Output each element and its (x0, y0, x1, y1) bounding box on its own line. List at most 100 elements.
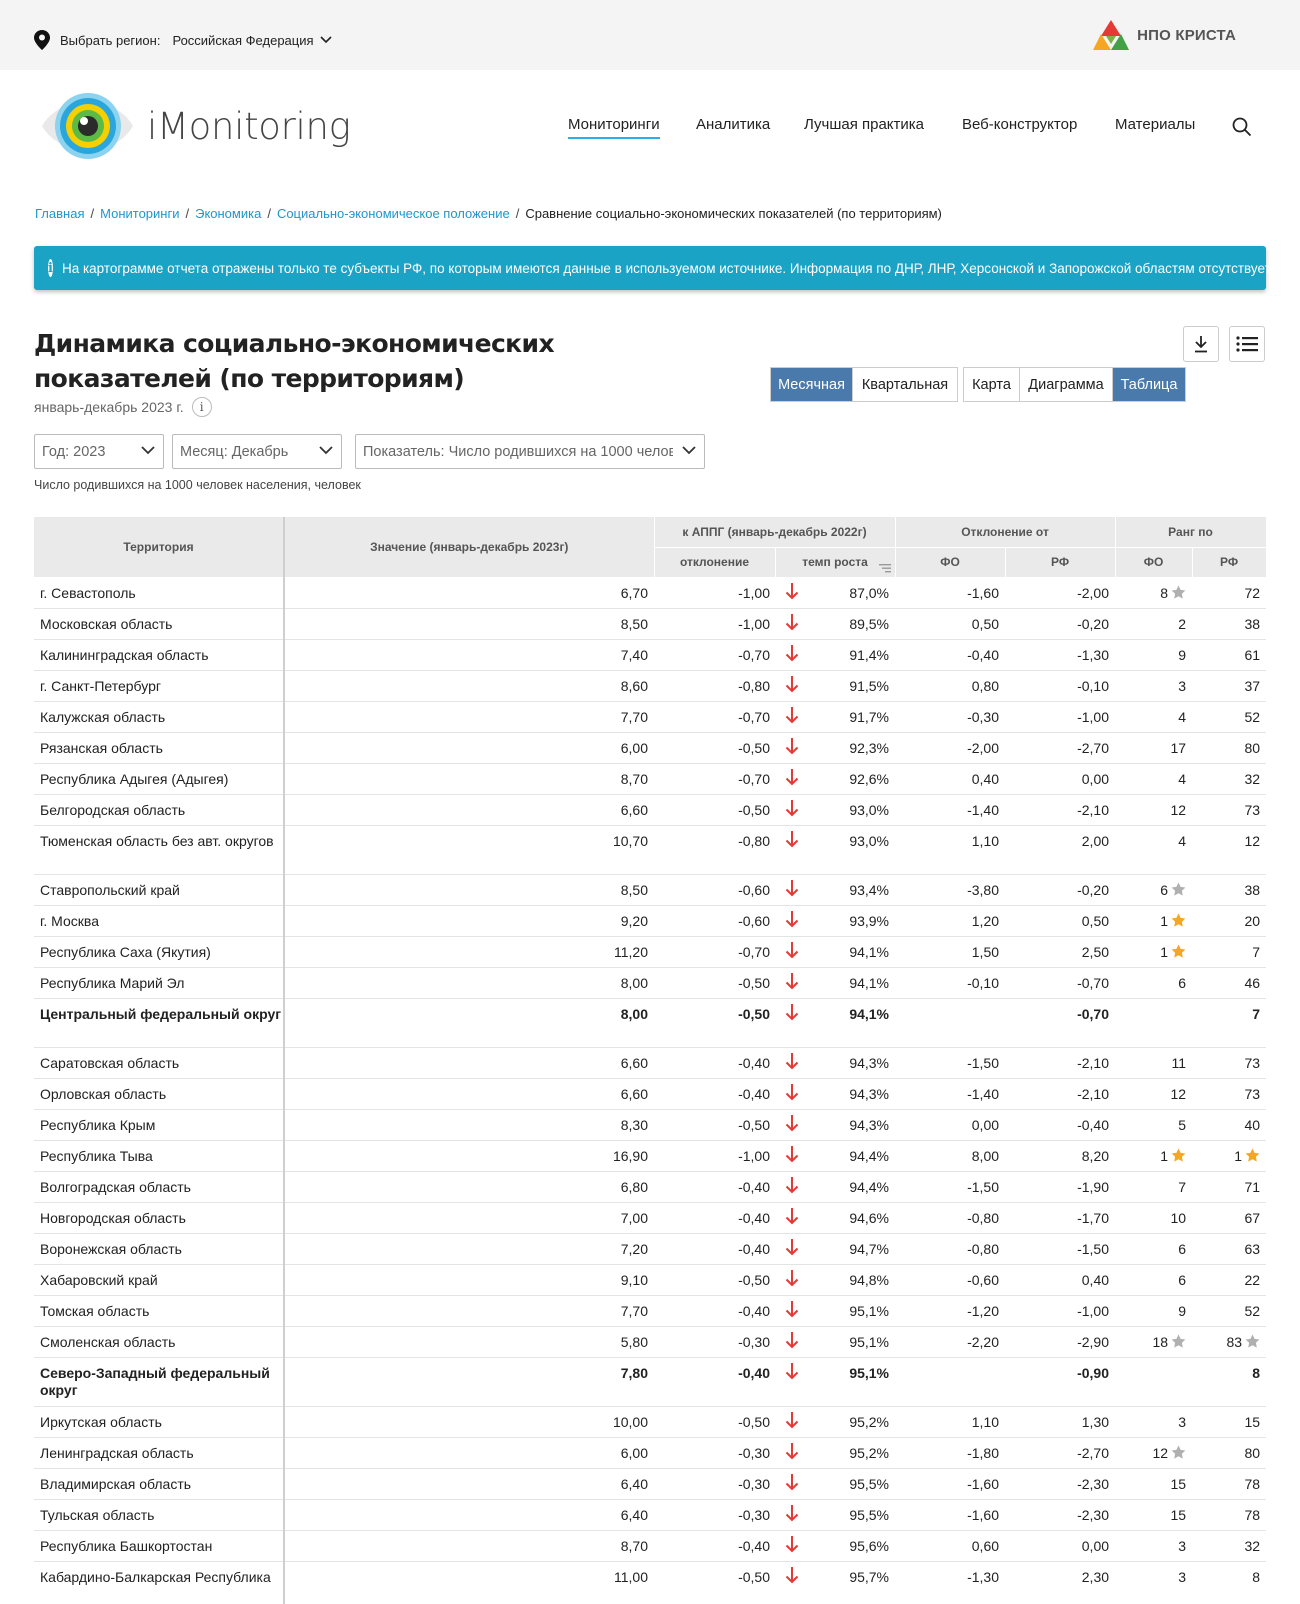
toggle-monthly[interactable]: Месячная (771, 368, 853, 401)
table-row[interactable]: Томская область 7,70 -0,40 95,1% -1,20 -1,00 9… (34, 1295, 1267, 1327)
cell-dev-rf-text: -2,10 (1077, 1054, 1110, 1071)
info-icon[interactable]: i (191, 397, 212, 417)
table-row[interactable]: Иркутская область 10,00 -0,50 95,2% 1,10 1,30… (34, 1406, 1267, 1438)
table-row[interactable]: Волгоградская область 6,80 -0,40 94,4% -1,50… (34, 1171, 1267, 1203)
table-row[interactable]: Саратовская область 6,60 -0,40 94,3% -1,50 -2… (34, 1047, 1267, 1079)
company-logo[interactable]: НПО КРИСТА (1093, 20, 1236, 50)
header-rank: Ранг по (1115, 517, 1267, 548)
cell-appg-rate: 95,6% (775, 1530, 896, 1562)
cell-value-text: 10,70 (612, 832, 648, 849)
download-icon (1195, 336, 1207, 353)
header-dev-rf[interactable]: РФ (1005, 547, 1116, 578)
breadcrumb-economy[interactable]: Экономика (195, 206, 262, 221)
table-row[interactable]: г. Москва 9,20 -0,60 93,9% 1,20 0,50 1 20 (34, 905, 1267, 937)
table-row[interactable]: Смоленская область 5,80 -0,30 95,1% -2,20 -2,… (34, 1326, 1267, 1358)
cell-rank-fo-text: 2 (1178, 615, 1187, 632)
toggle-table[interactable]: Таблица (1113, 368, 1185, 401)
cell-rank-fo-text: 4 (1178, 708, 1187, 725)
header-value[interactable]: Значение (январь-декабрь 2023г) (284, 517, 655, 578)
table-row[interactable]: Республика Башкортостан 8,70 -0,40 95,6% 0,6… (34, 1530, 1267, 1562)
region-selector[interactable]: Выбрать регион: Российская Федерация (34, 30, 332, 50)
nav-item-analytics[interactable]: Аналитика (696, 116, 771, 133)
cell-rank-fo: 12 (1115, 1437, 1193, 1469)
table-row[interactable]: Воронежская область 7,20 -0,40 94,7% -0,80 -1… (34, 1233, 1267, 1265)
table-row[interactable]: Ленинградская область 6,00 -0,30 95,2% -1,80… (34, 1437, 1267, 1469)
cell-appg-deviation-text: -0,40 (738, 1537, 770, 1554)
table-row[interactable]: Тюменская область без авт. округов 10,70 -… (34, 825, 1267, 875)
breadcrumb-monitorings[interactable]: Мониторинги (100, 206, 180, 221)
download-button[interactable] (1183, 326, 1219, 362)
cell-territory-text: Новгородская область (40, 1209, 186, 1226)
cell-appg-rate-text: 94,7% (849, 1240, 890, 1257)
table-row[interactable]: Центральный федеральный округ 8,00 -0,50 94… (34, 998, 1267, 1048)
header-territory[interactable]: Территория (34, 517, 285, 578)
table-row[interactable]: Ставропольский край 8,50 -0,60 93,4% -3,80 -0… (34, 874, 1267, 906)
cell-dev-fo: 0,60 (895, 1530, 1006, 1562)
cell-appg-deviation-text: -1,00 (738, 584, 770, 601)
cell-appg-rate: 95,5% (775, 1468, 896, 1500)
site-logo[interactable]: iMonitoring (40, 90, 351, 162)
breadcrumb-home[interactable]: Главная (35, 206, 85, 221)
sort-icon[interactable] (878, 563, 891, 573)
cell-rank-fo: 3 (1115, 670, 1193, 702)
table-row[interactable]: Хабаровский край 9,10 -0,50 94,8% -0,60 0,40 6… (34, 1264, 1267, 1296)
cell-dev-fo-text: -1,80 (967, 1444, 1000, 1461)
cell-value-text: 8,70 (620, 770, 648, 787)
table-row[interactable]: Московская область 8,50 -1,00 89,5% 0,50 -0,2… (34, 608, 1267, 640)
header-rank-rf[interactable]: РФ (1192, 547, 1267, 578)
chevron-down-icon (141, 446, 155, 455)
month-select[interactable]: Месяц: Декабрь (172, 434, 342, 469)
year-select[interactable]: Год: 2023 (34, 434, 164, 469)
breadcrumb-socio-economic[interactable]: Социально-экономическое положение (276, 206, 510, 221)
table-row[interactable]: Белгородская область 6,60 -0,50 93,0% -1,40 -… (34, 794, 1267, 826)
header-appg-rate[interactable]: темп роста (775, 547, 896, 578)
table-row[interactable]: г. Санкт-Петербург 8,60 -0,80 91,5% 0,80 -0,1… (34, 670, 1267, 702)
toggle-map[interactable]: Карта (964, 368, 1020, 401)
header-rank-fo[interactable]: ФО (1115, 547, 1193, 578)
region-value[interactable]: Российская Федерация (172, 32, 314, 48)
toggle-chart[interactable]: Диаграмма (1020, 368, 1113, 401)
cell-dev-fo: -2,20 (895, 1326, 1006, 1358)
nav-item-monitorings[interactable]: Мониторинги (568, 116, 660, 139)
breadcrumb-separator: / (90, 206, 95, 221)
table-row[interactable]: Калининградская область 7,40 -0,70 91,4% -0,… (34, 639, 1267, 671)
arrow-down-icon (785, 1362, 799, 1383)
header-appg-deviation[interactable]: отклонение (654, 547, 776, 578)
table-row[interactable]: Калужская область 7,70 -0,70 91,7% -0,30 -1,0… (34, 701, 1267, 733)
cell-appg-rate: 92,3% (775, 732, 896, 764)
table-row[interactable]: Тульская область 6,40 -0,30 95,5% -1,60 -2,30… (34, 1499, 1267, 1531)
table-row[interactable]: Республика Тыва 16,90 -1,00 94,4% 8,00 8,20 1 1 (34, 1140, 1267, 1172)
table-row[interactable]: Владимирская область 6,40 -0,30 95,5% -1,60 -… (34, 1468, 1267, 1500)
cell-appg-rate: 94,1% (775, 936, 896, 968)
table-row[interactable]: Рязанская область 6,00 -0,50 92,3% -2,00 -2,7… (34, 732, 1267, 764)
indicator-select-value: Показатель: Число родившихся на 1000 чел… (363, 443, 673, 460)
cell-dev-rf-text: -0,20 (1077, 615, 1110, 632)
cell-territory: Республика Крым (34, 1109, 285, 1141)
menu-button[interactable] (1229, 326, 1265, 362)
cell-dev-fo-text: -1,50 (967, 1178, 1000, 1195)
table-row[interactable]: г. Севастополь 6,70 -1,00 87,0% -1,60 -2,00 8 7… (34, 577, 1267, 609)
cell-value-text: 16,90 (612, 1147, 648, 1164)
toggle-quarterly[interactable]: Квартальная (861, 376, 949, 393)
table-row[interactable]: Республика Саха (Якутия) 11,20 -0,70 94,1% 1… (34, 936, 1267, 968)
report-period: январь-декабрь 2023 г. i (34, 397, 212, 417)
rank-star-icon (1171, 882, 1186, 896)
table-row[interactable]: Республика Марий Эл 8,00 -0,50 94,1% -0,10 -0… (34, 967, 1267, 999)
indicator-select[interactable]: Показатель: Число родившихся на 1000 чел… (355, 434, 705, 469)
nav-item-best-practice[interactable]: Лучшая практика (804, 116, 925, 133)
cell-dev-rf-text: 2,50 (1081, 943, 1110, 960)
table-row[interactable]: Орловская область 6,60 -0,40 94,3% -1,40 -2,1… (34, 1078, 1267, 1110)
table-row[interactable]: Республика Адыгея (Адыгея) 8,70 -0,70 92,6%… (34, 763, 1267, 795)
chevron-down-icon[interactable] (319, 36, 332, 44)
nav-item-materials[interactable]: Материалы (1115, 116, 1196, 133)
cell-value: 8,70 (284, 763, 654, 795)
cell-rank-fo-text: 6 (1178, 974, 1187, 991)
table-row[interactable]: Новгородская область 7,00 -0,40 94,6% -0,80 -… (34, 1202, 1267, 1234)
search-icon[interactable] (1232, 117, 1252, 137)
nav-item-web-constructor[interactable]: Веб-конструктор (962, 116, 1078, 133)
table-row[interactable]: Кабардино-Балкарская Республика 11,00 -0,5… (34, 1561, 1267, 1604)
cell-value-text: 6,60 (620, 1054, 648, 1071)
table-row[interactable]: Северо-Западный федеральный округ 7,80 -0,… (34, 1357, 1267, 1407)
header-dev-fo[interactable]: ФО (895, 547, 1006, 578)
table-row[interactable]: Республика Крым 8,30 -0,50 94,3% 0,00 -0,40 5 4… (34, 1109, 1267, 1141)
